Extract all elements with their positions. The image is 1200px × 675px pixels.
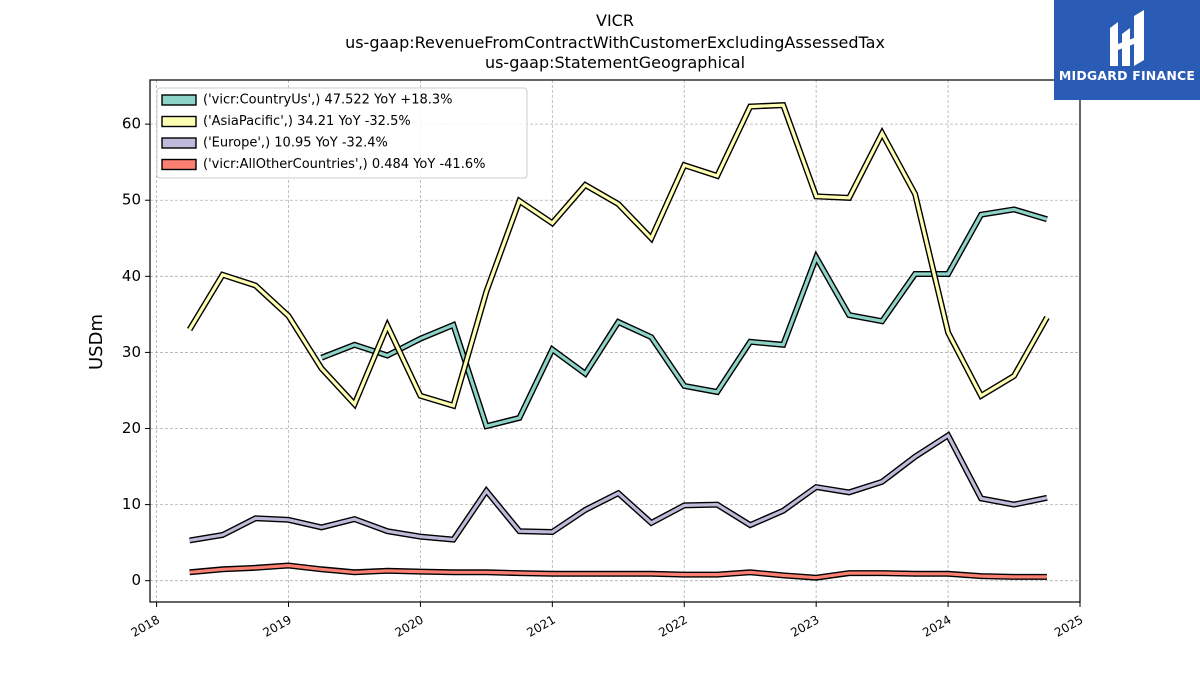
legend-box [156, 87, 528, 179]
logo-text: MIDGARD FINANCE [1058, 68, 1196, 83]
y-tick-label: 60 [122, 115, 141, 133]
series-3 [189, 562, 1047, 581]
x-tick-label: 2019 [261, 612, 294, 639]
legend-swatch [161, 137, 197, 149]
legend-swatch [161, 115, 197, 128]
y-tick-label: 20 [122, 419, 141, 437]
series-line [189, 433, 1048, 542]
x-tick-label: 2023 [788, 612, 821, 639]
series-layer [187, 102, 1050, 581]
series-line [188, 103, 1049, 408]
y-axis: 0 10 20 30 40 50 60 [122, 115, 150, 589]
y-tick-label: 40 [122, 267, 141, 285]
y-tick-label: 30 [122, 343, 141, 361]
series-line [189, 563, 1047, 580]
legend-label: ('Europe',) 10.95 YoY -32.4% [203, 136, 388, 151]
legend-swatch [161, 158, 197, 171]
legend-label: ('vicr:CountryUs',) 47.522 YoY +18.3% [203, 93, 453, 108]
x-tick-label: 2024 [920, 612, 953, 639]
legend-label: ('vicr:AllOtherCountries',) 0.484 YoY -4… [203, 157, 485, 172]
brand-logo: MIDGARD FINANCE [1054, 0, 1200, 100]
title-line-1: VICR [596, 11, 634, 30]
y-tick-label: 10 [122, 495, 141, 513]
y-axis-label: USDm [86, 314, 107, 370]
title-line-2: us-gaap:RevenueFromContractWithCustomerE… [345, 33, 885, 52]
series-2 [189, 431, 1048, 544]
x-tick-label: 2022 [656, 612, 689, 639]
x-axis: 2018 2019 2020 2021 2022 2023 2024 2025 [129, 602, 1086, 640]
legend: ('vicr:CountryUs',) 47.522 YoY +18.3% ('A… [156, 87, 528, 179]
x-tick-label: 2025 [1052, 612, 1085, 639]
chart-title: VICR us-gaap:RevenueFromContractWithCust… [345, 11, 885, 72]
plot-frame [149, 79, 1081, 603]
series-line-outline [189, 431, 1048, 544]
x-tick-label: 2020 [392, 612, 425, 639]
series-1 [187, 102, 1050, 410]
legend-label: ('AsiaPacific',) 34.21 YoY -32.5% [203, 114, 411, 129]
legend-swatch [161, 94, 197, 106]
x-tick-label: 2018 [129, 612, 162, 639]
title-line-3: us-gaap:StatementGeographical [485, 53, 745, 72]
x-tick-label: 2021 [524, 612, 557, 639]
y-tick-label: 0 [131, 571, 141, 589]
series-line [320, 207, 1048, 429]
midgard-logo-icon [1110, 10, 1144, 66]
series-0 [320, 206, 1048, 430]
y-tick-label: 50 [122, 191, 141, 209]
